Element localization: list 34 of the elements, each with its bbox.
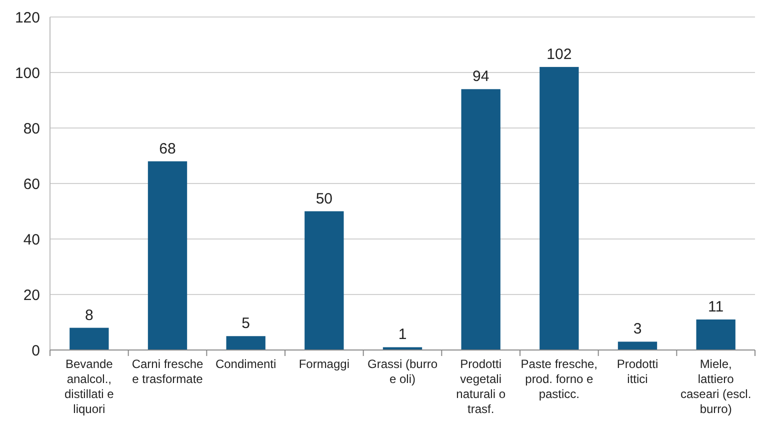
y-tick-label: 80 bbox=[23, 120, 40, 138]
bar bbox=[618, 342, 658, 350]
x-tick-label: Carni fresche e trasformate bbox=[132, 357, 204, 386]
data-label: 102 bbox=[546, 46, 572, 63]
y-tick-label: 0 bbox=[32, 342, 40, 360]
x-tick-label: Condimenti bbox=[215, 357, 276, 371]
bar bbox=[70, 328, 109, 350]
y-tick-label: 20 bbox=[23, 286, 40, 304]
x-tick-label: Paste fresche, prod. forno e pasticc. bbox=[520, 357, 598, 401]
data-label: 5 bbox=[242, 315, 250, 332]
data-label: 8 bbox=[84, 306, 94, 324]
bar bbox=[461, 89, 500, 350]
x-tick-label: Prodotti vegetali naturali o trasf. bbox=[456, 357, 506, 416]
bar bbox=[148, 161, 188, 350]
x-tick-label: Formaggi bbox=[298, 357, 350, 371]
data-label: 94 bbox=[472, 68, 490, 86]
y-tick-label: 40 bbox=[23, 231, 40, 248]
data-label: 68 bbox=[159, 140, 176, 158]
data-label: 50 bbox=[316, 190, 333, 208]
data-label: 3 bbox=[633, 320, 642, 338]
bar bbox=[696, 319, 736, 350]
bar bbox=[540, 66, 579, 350]
bar bbox=[304, 211, 344, 350]
data-label: 1 bbox=[398, 326, 407, 344]
y-tick-label: 60 bbox=[23, 176, 40, 193]
y-tick-label: 120 bbox=[14, 9, 40, 26]
y-tick-label: 100 bbox=[14, 64, 40, 82]
bar bbox=[382, 347, 422, 350]
data-label: 11 bbox=[708, 298, 724, 316]
x-tick-label: Prodotti ittici bbox=[616, 357, 658, 386]
x-tick-label: Grassi (burro e oli) bbox=[367, 357, 438, 386]
x-tick-label: Miele, lattiero caseari (escl. burro) bbox=[680, 357, 752, 416]
x-tick-label: Bevande analcol., distillati e liquori bbox=[64, 357, 114, 416]
bar bbox=[226, 336, 266, 350]
